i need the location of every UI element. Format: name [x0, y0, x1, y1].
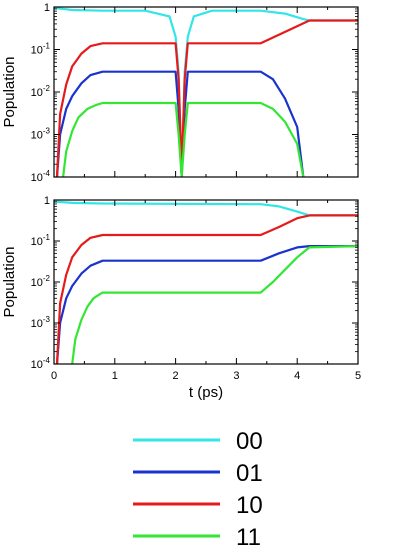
legend: 00 01 10 11	[133, 428, 263, 551]
series-line-01	[55, 245, 358, 364]
series-line-00	[54, 7, 358, 177]
legend-item-01: 01	[133, 460, 263, 487]
series-group	[54, 200, 358, 364]
series-line-10	[55, 19, 358, 177]
legend-item-11: 11	[133, 524, 261, 551]
legend-label: 01	[236, 460, 263, 487]
y-axis-label: Population	[1, 57, 18, 128]
y-tick-label: 1	[44, 2, 50, 14]
series-group	[54, 7, 358, 177]
x-tick-label: 1	[112, 370, 118, 382]
x-tick-label: 5	[355, 370, 361, 382]
legend-label: 10	[236, 492, 263, 519]
legend-item-00: 00	[133, 428, 263, 455]
y-tick-label: 10-1	[31, 233, 51, 248]
y-tick-label: 1	[44, 195, 50, 207]
plot-frame	[53, 6, 359, 178]
top-panel: 1 10-1 10-2 10-3 10-4 Population	[1, 2, 359, 184]
legend-label: 00	[236, 428, 263, 455]
x-tick-label: 2	[173, 370, 179, 382]
y-tick-label: 10-4	[31, 356, 51, 371]
x-tick-label: 4	[294, 370, 300, 382]
y-tick-label: 10-1	[31, 42, 51, 57]
series-line-00	[54, 200, 358, 217]
y-axis-label: Population	[1, 247, 18, 318]
x-tick-label: 0	[51, 370, 57, 382]
bottom-panel: 1 10-1 10-2 10-3 10-40 1 2 3 4 5 Population t (ps)	[1, 195, 361, 401]
x-axis-label: t (ps)	[189, 384, 223, 401]
series-line-11	[71, 245, 358, 364]
legend-item-10: 10	[133, 492, 263, 519]
legend-label: 11	[236, 524, 261, 551]
plot-frame	[53, 199, 359, 365]
y-tick-label: 10-2	[31, 84, 51, 99]
y-tick-label: 10-3	[31, 127, 51, 142]
series-line-10	[55, 214, 358, 364]
x-tick-label: 3	[233, 370, 239, 382]
series-line-11	[62, 101, 305, 177]
y-tick-label: 10-2	[31, 274, 51, 289]
y-tick-label: 10-4	[31, 169, 51, 184]
y-tick-label: 10-3	[31, 315, 51, 330]
